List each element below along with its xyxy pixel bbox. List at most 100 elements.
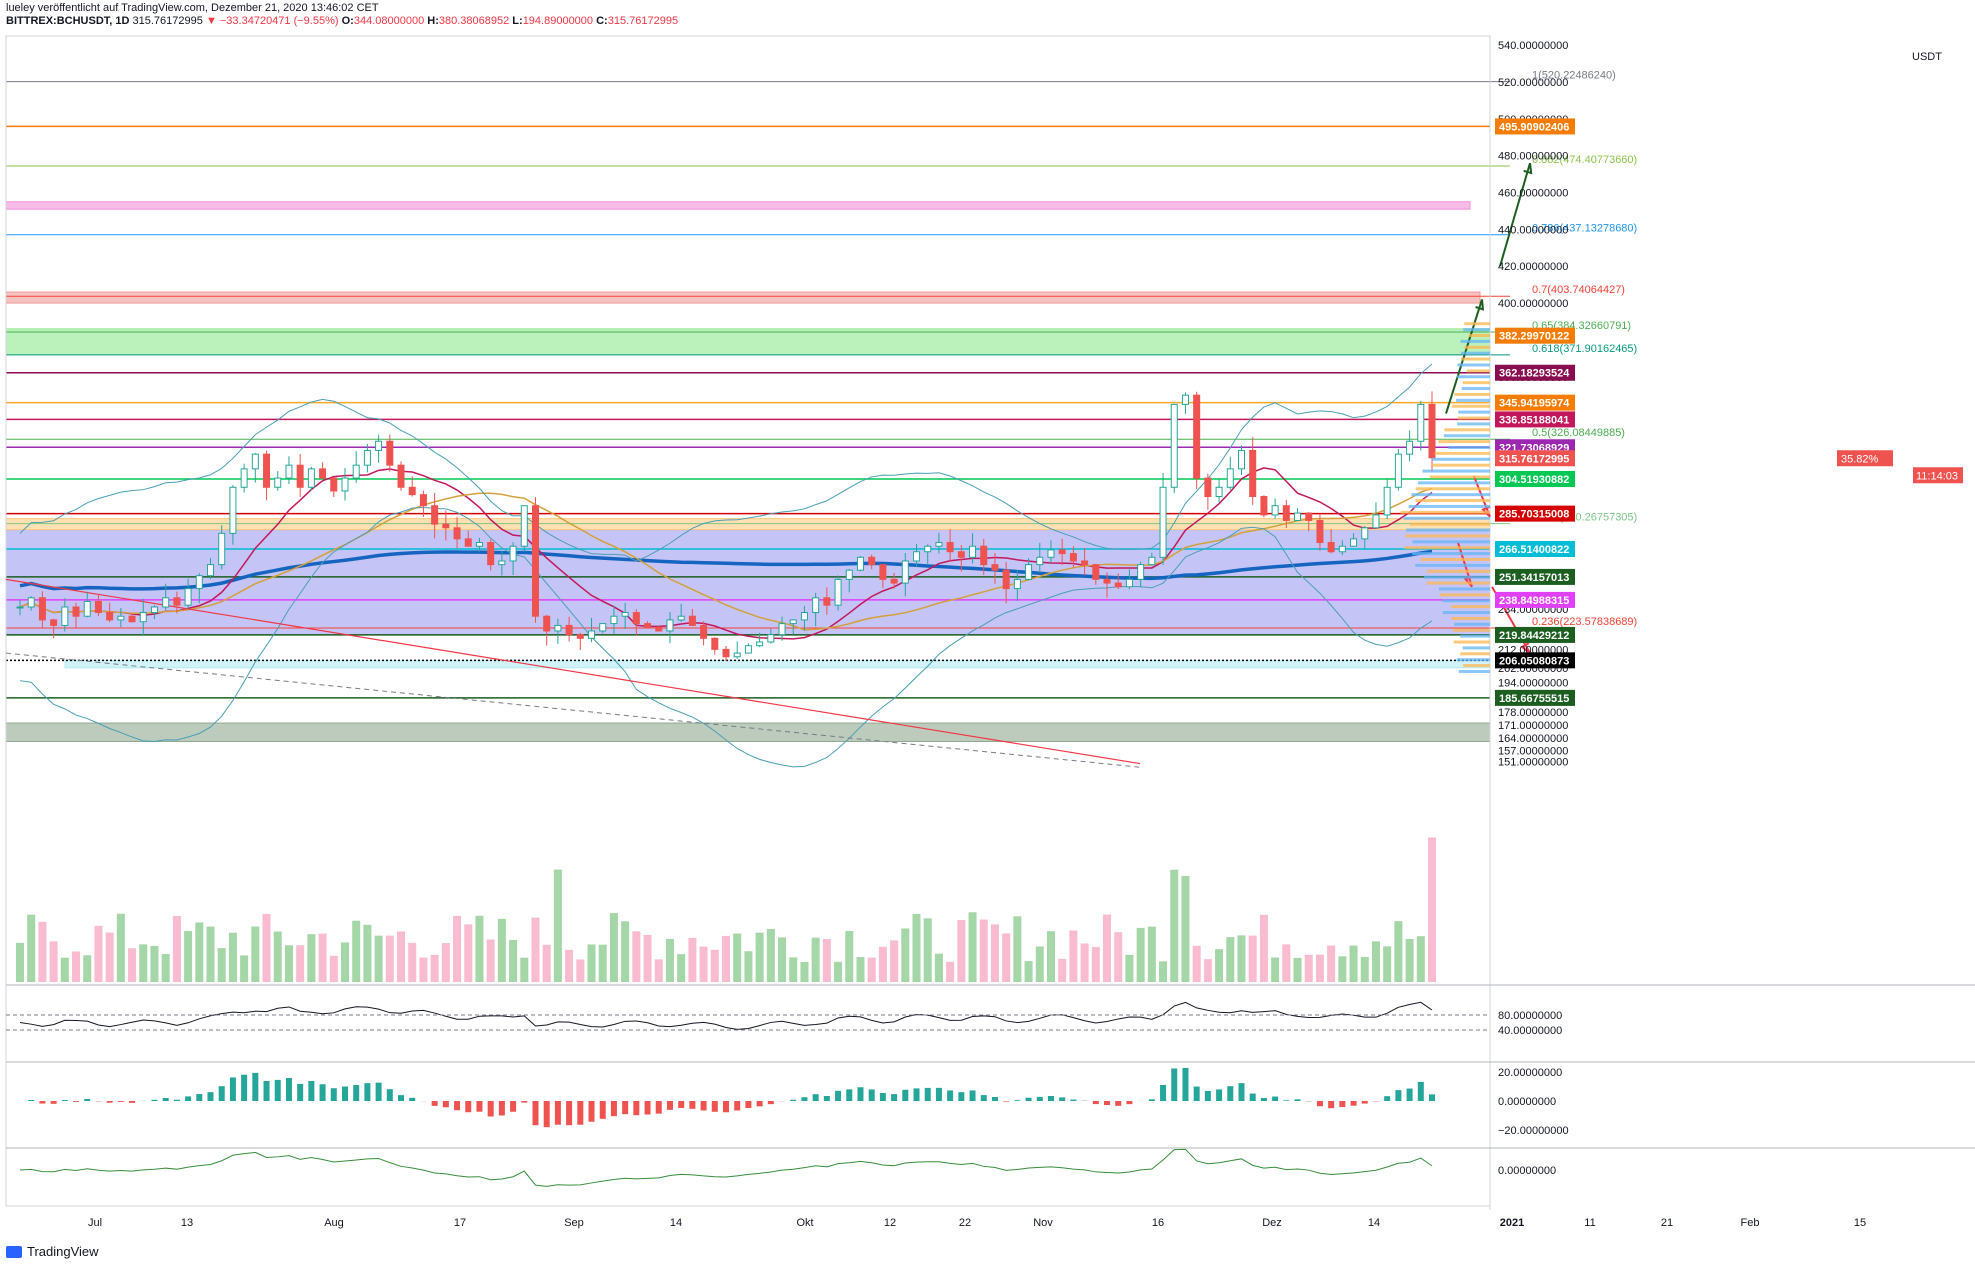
- price-tag: 285.70315008: [1499, 509, 1569, 521]
- fib-label: 0.618(371.90162465): [1532, 343, 1637, 355]
- volume-bar: [217, 948, 226, 982]
- volume-profile-bar: [1422, 469, 1490, 473]
- symbol-label[interactable]: BITTREX:BCHUSDT, 1D: [6, 15, 130, 27]
- price-tag: 219.84429212: [1499, 630, 1569, 642]
- macd-bar: [947, 1090, 954, 1101]
- macd-bar: [823, 1096, 830, 1101]
- fib-label: 0.786(437.13278680): [1532, 223, 1637, 235]
- volume-profile-bar: [1411, 493, 1490, 497]
- volume-bar: [1002, 933, 1011, 982]
- osc-tick-label: 0.00000000: [1498, 1165, 1556, 1177]
- volume-profile-bar: [1457, 363, 1490, 367]
- macd-bar: [678, 1101, 685, 1108]
- candle-body: [621, 612, 629, 617]
- trend-line: [5, 578, 1141, 765]
- volume-bar: [755, 932, 764, 982]
- brand-footer[interactable]: TradingView: [6, 1244, 99, 1259]
- candle-body: [263, 453, 271, 488]
- volume-bar: [1080, 943, 1089, 982]
- volume-bar: [374, 935, 383, 982]
- volume-bar: [1405, 938, 1414, 982]
- macd-bar: [1115, 1101, 1122, 1106]
- macd-bar: [61, 1100, 68, 1101]
- volume-bar: [1192, 945, 1201, 982]
- candle-body: [1025, 564, 1033, 580]
- x-tick-label: Okt: [796, 1217, 813, 1229]
- volume-bar: [946, 961, 955, 982]
- volume-bar: [464, 924, 473, 982]
- x-tick-label: 22: [959, 1217, 971, 1229]
- volume-bar: [1293, 957, 1302, 982]
- macd-bar: [767, 1101, 774, 1105]
- volume-bar: [553, 869, 562, 982]
- macd-bar: [498, 1101, 505, 1116]
- volume-bar: [878, 946, 887, 982]
- price-tag-bg: [1495, 470, 1575, 487]
- percent-badge-bg: [1837, 450, 1893, 467]
- candle-body: [1294, 512, 1302, 521]
- volume-bar: [789, 957, 798, 982]
- macd-bar: [465, 1101, 472, 1113]
- candle-body: [644, 623, 652, 628]
- volume-profile-bar: [1464, 345, 1490, 349]
- macd-bar: [868, 1089, 875, 1101]
- y-tick-label: 440.00000000: [1498, 224, 1568, 236]
- volume-bar: [1315, 954, 1324, 982]
- volume-profile-bar: [1463, 664, 1490, 668]
- volume-profile-bar: [1456, 658, 1490, 662]
- price-tag: 382.29970122: [1499, 331, 1569, 343]
- volume-profile-bar: [1415, 487, 1490, 491]
- y-tick-label: 164.00000000: [1498, 733, 1568, 745]
- candle-body: [879, 564, 887, 580]
- chart-header: lueley veröffentlicht auf TradingView.co…: [6, 2, 678, 28]
- volume-bar: [834, 961, 843, 982]
- volume-profile-bar: [1454, 392, 1490, 396]
- macd-bar: [73, 1101, 80, 1102]
- brand-name: TradingView: [27, 1244, 99, 1259]
- volume-bar: [340, 942, 349, 982]
- macd-bar: [162, 1098, 169, 1101]
- macd-bar: [1036, 1096, 1043, 1101]
- volume-bar: [722, 935, 730, 982]
- candle-body: [173, 597, 181, 606]
- candle-body: [1114, 582, 1122, 588]
- price-tag-bg: [1495, 411, 1575, 428]
- x-tick-label: 15: [1854, 1217, 1866, 1229]
- macd-bar: [1294, 1099, 1301, 1101]
- zone-rect: [5, 201, 1471, 210]
- volume-bar: [397, 931, 406, 982]
- candle-body: [419, 494, 427, 507]
- price-tag-bg: [1495, 450, 1575, 467]
- macd-bar: [1395, 1090, 1402, 1101]
- macd-bar: [330, 1088, 337, 1101]
- candle-body: [319, 468, 327, 479]
- macd-bar: [341, 1086, 348, 1101]
- volume-profile-bar: [1464, 322, 1490, 326]
- candle-body: [957, 551, 965, 558]
- x-tick-label: 12: [884, 1217, 896, 1229]
- fib-label: 0.5(326.08449885): [1532, 427, 1625, 439]
- candle-body: [117, 615, 125, 621]
- x-tick-label: 16: [1152, 1217, 1164, 1229]
- macd-bar: [252, 1072, 259, 1101]
- candle-body: [94, 600, 102, 614]
- low-value: 194.89000000: [522, 15, 594, 27]
- candle-body: [1159, 486, 1167, 558]
- macd-bar: [745, 1101, 752, 1109]
- volume-bar: [228, 932, 237, 982]
- macd-bar: [790, 1099, 797, 1101]
- price-tag: 304.51930882: [1499, 474, 1569, 486]
- candle-body: [991, 564, 999, 571]
- volume-profile-bar: [1451, 404, 1490, 408]
- volume-bar: [1416, 936, 1425, 982]
- candle-body: [756, 641, 764, 647]
- target-arrow-2-head: [1523, 162, 1533, 175]
- volume-bar: [1125, 954, 1134, 982]
- volume-profile-bar: [1426, 581, 1490, 585]
- fib-label: 0.882(474.40773660): [1532, 154, 1637, 166]
- price-tag: 362.18293524: [1499, 368, 1570, 380]
- volume-bar: [161, 954, 170, 982]
- volume-bar: [419, 957, 428, 982]
- volume-bar: [576, 959, 585, 982]
